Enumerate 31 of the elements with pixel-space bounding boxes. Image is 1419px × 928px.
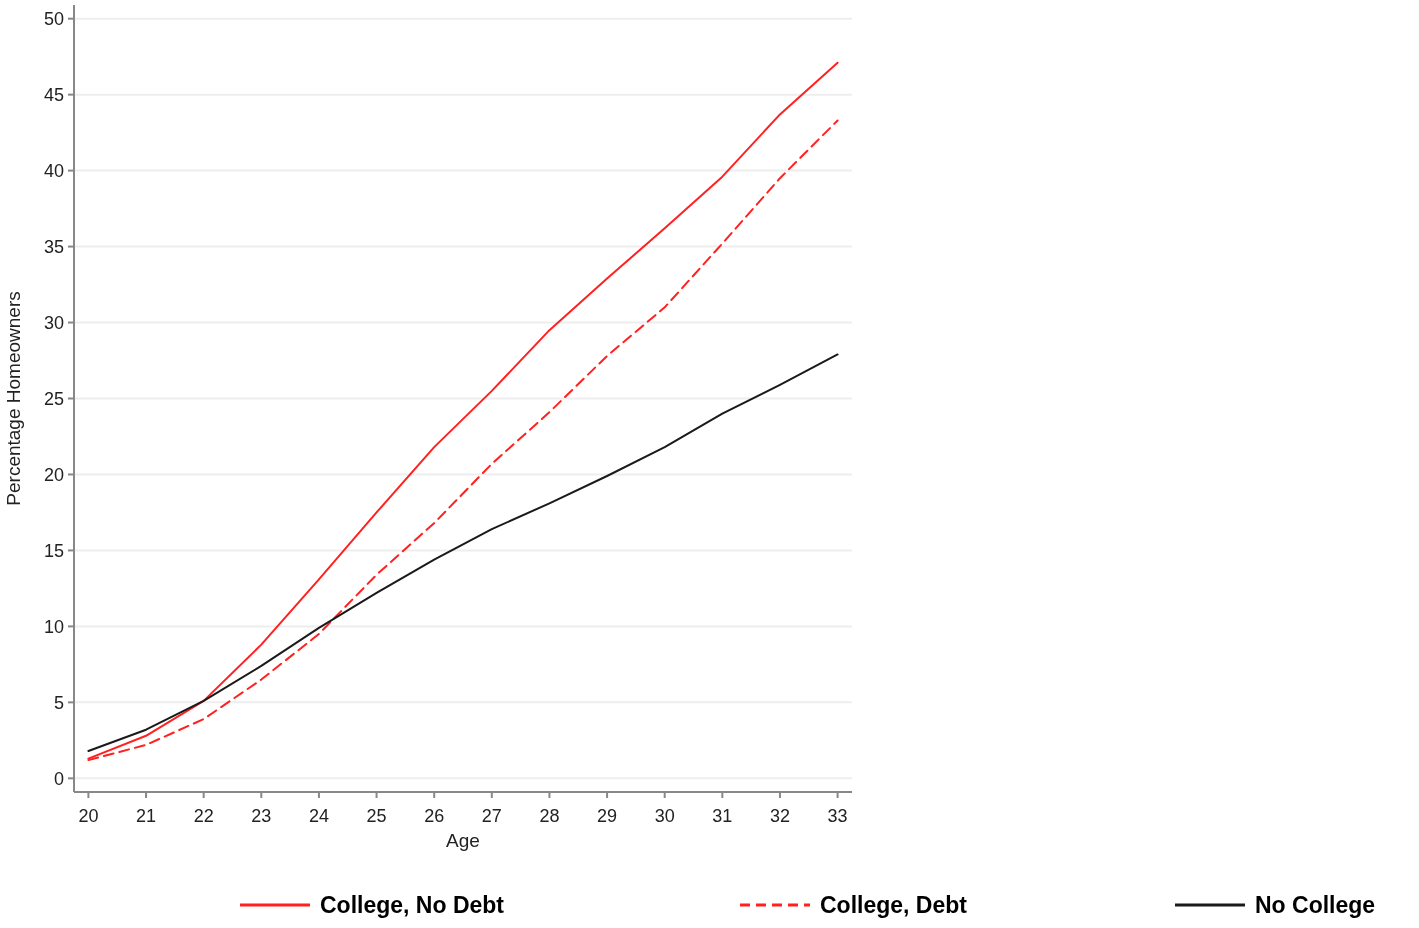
y-tick-label: 50 [43, 8, 64, 29]
y-tick-label: 45 [43, 84, 64, 105]
y-tick-label: 5 [53, 692, 64, 713]
x-tick-label: 29 [597, 806, 618, 826]
x-tick-label: 28 [539, 806, 560, 826]
x-axis-title: Age [446, 830, 480, 851]
x-tick-label: 25 [366, 806, 387, 826]
x-tick-label: 33 [827, 806, 848, 826]
x-tick-label: 27 [481, 806, 502, 826]
y-axis-title: Percentage Homeowners [3, 291, 24, 506]
legend-label: College, Debt [820, 892, 968, 919]
x-tick-label: 22 [193, 806, 214, 826]
line-series [87, 353, 839, 752]
y-tick-label: 35 [43, 236, 64, 257]
x-tick-label: 21 [136, 806, 157, 826]
x-tick-label: 31 [712, 806, 733, 826]
legend-label: College, No Debt [320, 892, 505, 919]
x-tick-label: 32 [769, 806, 790, 826]
legend-label: No College [1255, 892, 1376, 919]
y-tick-label: 0 [53, 768, 64, 789]
y-tick-label: 40 [43, 160, 64, 181]
y-tick-label: 15 [43, 540, 64, 561]
y-tick-label: 20 [43, 464, 64, 485]
x-tick-label: 26 [424, 806, 445, 826]
x-tick-label: 23 [251, 806, 272, 826]
y-tick-label: 10 [43, 616, 64, 637]
y-tick-label: 30 [43, 312, 64, 333]
x-tick-label: 20 [78, 806, 99, 826]
y-tick-label: 25 [43, 388, 64, 409]
x-tick-label: 30 [654, 806, 675, 826]
x-tick-label: 24 [308, 806, 329, 826]
